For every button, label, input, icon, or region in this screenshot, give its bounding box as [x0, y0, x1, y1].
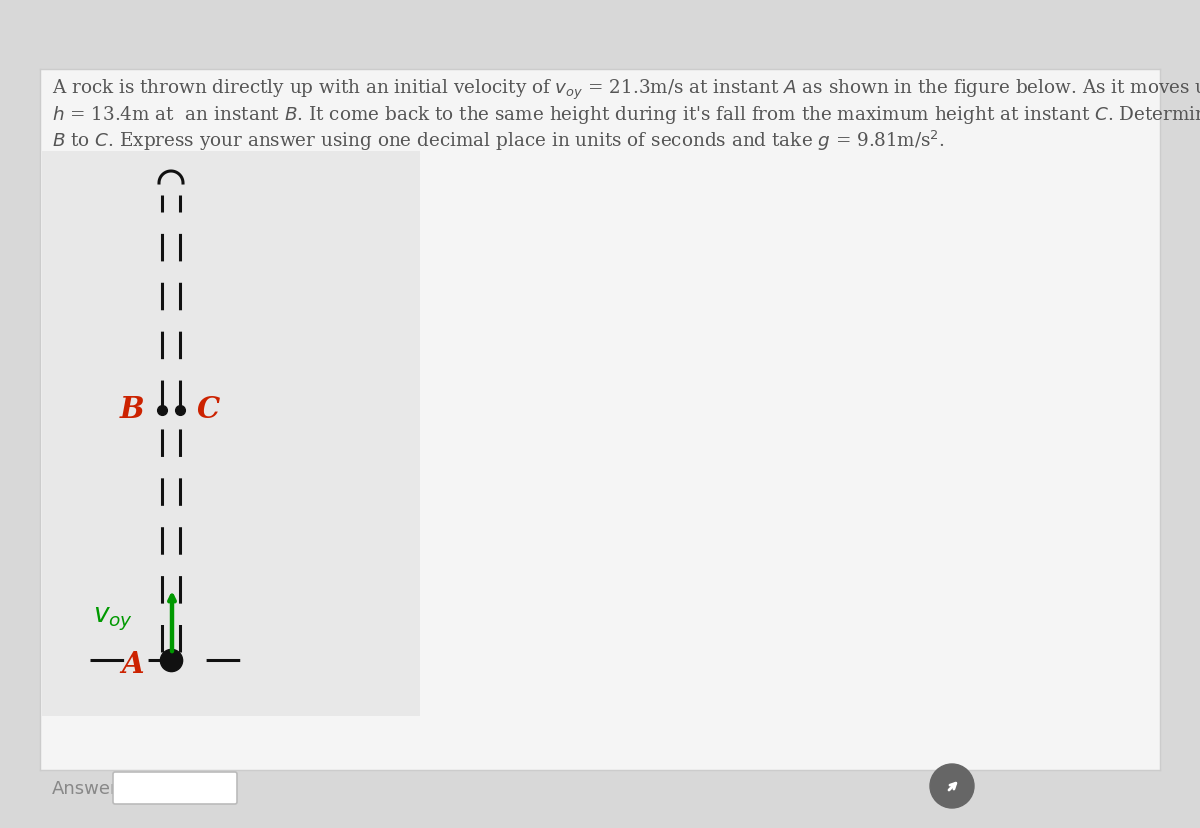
Text: $h$ = 13.4m at  an instant $B$. It come back to the same height during it's fall: $h$ = 13.4m at an instant $B$. It come b… [52, 104, 1200, 126]
Text: A: A [121, 650, 144, 679]
Text: $B$ to $C$. Express your answer using one decimal place in units of seconds and : $B$ to $C$. Express your answer using on… [52, 129, 944, 153]
Circle shape [930, 764, 974, 808]
Text: Answer:: Answer: [52, 779, 125, 797]
Text: $v_{oy}$: $v_{oy}$ [92, 604, 133, 632]
Text: B: B [120, 394, 144, 423]
FancyBboxPatch shape [113, 772, 238, 804]
Bar [42, 152, 420, 716]
Text: C: C [197, 394, 220, 423]
Text: A rock is thrown directly up with an initial velocity of $v_{oy}$ = 21.3m/s at i: A rock is thrown directly up with an ini… [52, 78, 1200, 102]
